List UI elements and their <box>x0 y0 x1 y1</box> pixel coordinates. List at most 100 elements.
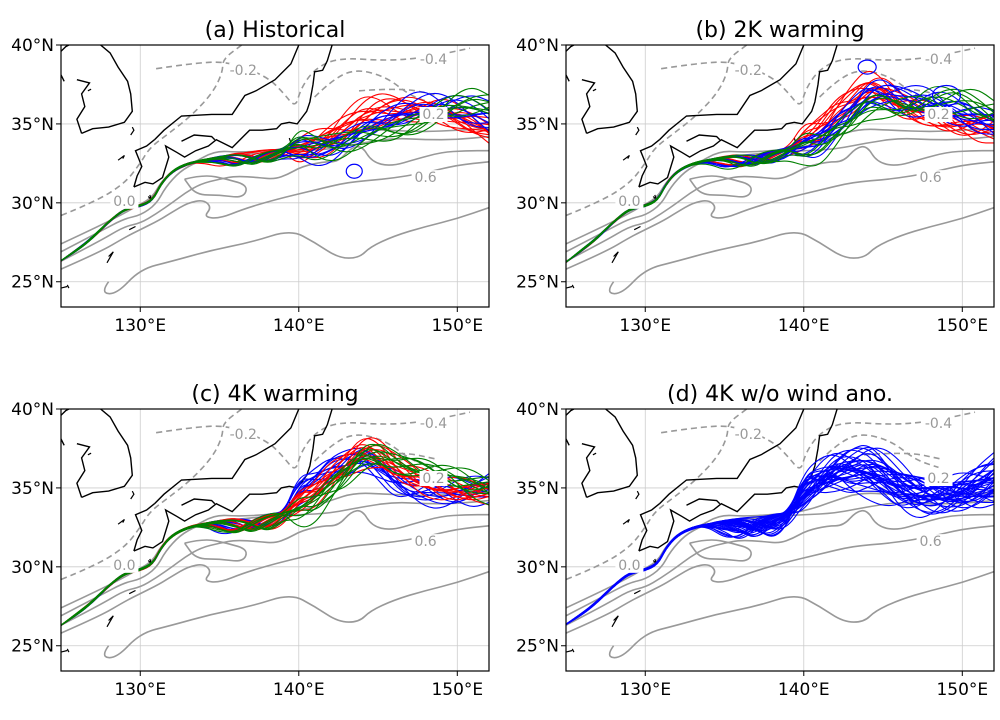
contour-positive <box>566 509 994 626</box>
map-area: -0.2 -0.4 0.0 0.6 0.2 <box>61 45 489 307</box>
coastline <box>133 139 155 188</box>
contour-positive <box>566 161 994 270</box>
contour-positive <box>61 127 489 245</box>
island <box>106 615 114 628</box>
contour-label-bg <box>411 170 440 186</box>
contour-positive <box>61 525 489 634</box>
y-tick-label: 25°N <box>11 273 54 293</box>
island <box>633 225 641 231</box>
x-tick-label: 140°E <box>778 680 830 700</box>
coastline <box>581 79 596 134</box>
coastline <box>133 45 333 188</box>
panel-title: (a) Historical <box>205 18 346 43</box>
contour-label-bg <box>615 557 644 573</box>
contour-negative <box>358 452 439 461</box>
contour-label-bg <box>229 426 258 442</box>
coastline <box>81 409 134 499</box>
panel-d: (d) 4K w/o wind ano. -0.2 -0.4 0.0 0.6 0.2 130… <box>516 382 995 700</box>
island <box>66 648 70 653</box>
island <box>611 615 619 628</box>
coastline <box>659 45 805 141</box>
island <box>61 285 68 289</box>
coastline <box>61 409 70 416</box>
coastline <box>659 409 805 505</box>
stream-axis-path <box>61 443 489 626</box>
map-frame <box>565 44 995 308</box>
contour-negative <box>314 70 434 105</box>
coastline <box>61 45 70 52</box>
x-tick-label: 140°E <box>273 680 325 700</box>
x-tick-label: 130°E <box>114 680 166 700</box>
stream-axis-path <box>566 88 994 263</box>
contour-label: -0.4 <box>420 52 447 68</box>
contour-negative <box>863 452 944 461</box>
x-tick-label: 150°E <box>936 316 988 336</box>
map-frame <box>60 44 490 308</box>
coastline <box>181 498 216 506</box>
contour-label: 0.6 <box>919 534 941 550</box>
contour-negative <box>819 70 939 105</box>
y-tick-label: 30°N <box>11 558 54 578</box>
panel-c: (c) 4K warming -0.2 -0.4 0.0 0.6 0.2 130°E 140°… <box>11 382 490 700</box>
contour-label-bg <box>924 471 953 487</box>
island <box>61 649 68 653</box>
coastline <box>76 443 91 498</box>
contour-label-bg <box>419 471 448 487</box>
map-frame <box>60 408 490 672</box>
coastline <box>566 45 575 52</box>
stream-axis-path <box>61 455 489 626</box>
x-tick-label: 140°E <box>778 316 830 336</box>
contour-negative <box>566 409 748 581</box>
island <box>622 155 630 161</box>
coastline <box>581 443 596 498</box>
contour-positive <box>688 175 752 198</box>
y-tick-label: 35°N <box>516 479 559 499</box>
y-tick-label: 30°N <box>516 558 559 578</box>
x-tick-label: 150°E <box>431 316 483 336</box>
panel-title: (d) 4K w/o wind ano. <box>667 382 893 407</box>
contour-positive <box>688 539 752 562</box>
y-tick-label: 40°N <box>11 400 54 420</box>
contour-positive <box>103 206 489 295</box>
x-tick-label: 130°E <box>619 316 671 336</box>
island <box>66 284 70 289</box>
island <box>117 519 125 525</box>
contour-positive <box>61 161 489 270</box>
contour-label-bg <box>916 170 945 186</box>
coastline <box>566 409 575 416</box>
stream-axis-path <box>566 85 994 263</box>
contour-label: 0.2 <box>422 107 444 123</box>
x-tick-label: 150°E <box>936 680 988 700</box>
y-tick-label: 40°N <box>516 400 559 420</box>
contour-label: 0.0 <box>113 558 135 574</box>
island <box>611 251 619 264</box>
coastline <box>586 45 639 135</box>
island <box>117 155 125 161</box>
contour-label: 0.6 <box>414 170 436 186</box>
island <box>87 452 92 456</box>
stream-axis-path <box>566 446 994 625</box>
contour-positive <box>566 525 994 634</box>
contour-label: 0.2 <box>422 471 444 487</box>
contour-negative <box>819 434 939 469</box>
contour-positive <box>61 145 489 262</box>
island <box>128 225 136 231</box>
contour-positive <box>183 175 247 198</box>
y-tick-label: 25°N <box>516 637 559 657</box>
coastline <box>76 79 91 134</box>
contour-label-bg <box>419 107 448 123</box>
contour-label-bg <box>924 51 953 67</box>
contour-label-bg <box>615 193 644 209</box>
stream-axis-path <box>61 438 489 626</box>
map-area: -0.2 -0.4 0.0 0.6 0.2 <box>566 409 994 671</box>
y-tick-label: 25°N <box>516 273 559 293</box>
contour-label-bg <box>419 415 448 431</box>
contour-label: -0.2 <box>230 63 257 79</box>
island <box>635 126 640 136</box>
contour-negative <box>61 409 243 581</box>
contour-label: -0.4 <box>925 52 952 68</box>
eddy-ring <box>345 163 363 179</box>
stream-axis-path <box>61 107 489 262</box>
contour-label: -0.4 <box>925 416 952 432</box>
x-tick-label: 150°E <box>431 680 483 700</box>
